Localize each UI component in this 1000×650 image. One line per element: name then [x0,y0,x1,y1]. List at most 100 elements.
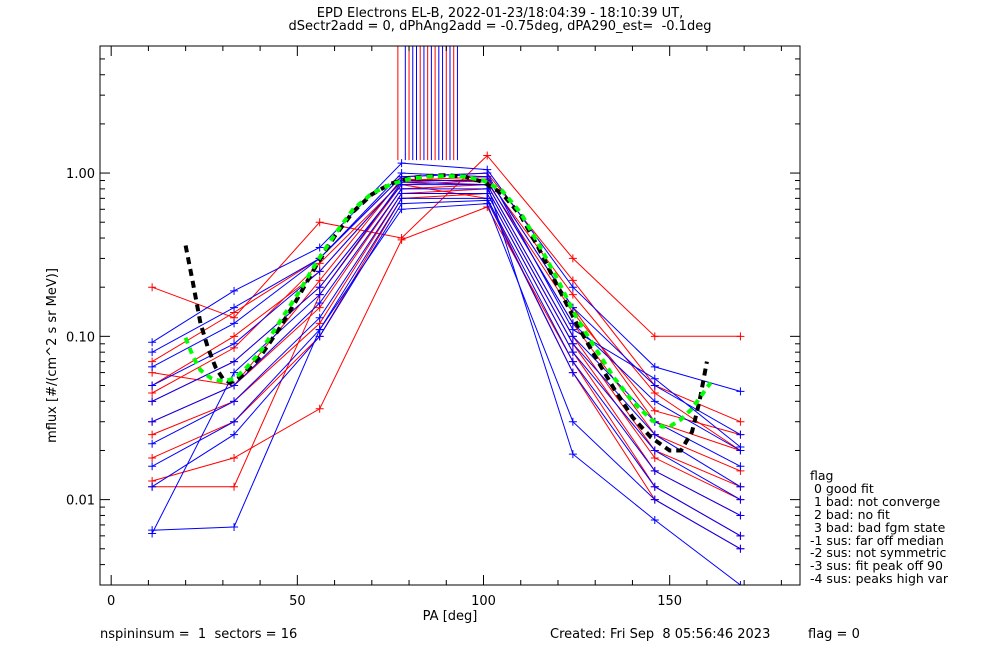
x-axis-label: PA [deg] [423,609,478,624]
series-line [151,188,741,501]
data-point [148,529,157,538]
data-point [230,286,239,295]
data-point [397,159,406,168]
data-point [736,430,745,439]
data-point [315,276,324,285]
data-point [650,430,659,439]
data-point [230,357,239,366]
chart-title-line-2: dSectr2add = 0, dPhAng2add = -0.75deg, d… [288,19,712,34]
plot-frame [99,45,801,586]
data-point [230,303,239,312]
data-point [650,388,659,397]
y-axis-label: mflux [#/(cm^2 s sr MeV)] [45,268,60,443]
data-point [148,397,157,406]
data-point [736,544,745,553]
data-point [736,387,745,396]
data-point [148,348,157,357]
data-point [568,357,577,366]
data-point [230,319,239,328]
chart-title-line-1: EPD Electrons EL-B, 2022-01-23/18:04:39 … [316,6,684,21]
data-point [148,453,157,462]
series-line [151,162,741,392]
data-point [483,151,492,160]
x-tick-label: 50 [289,594,306,609]
series-line [152,203,741,550]
data-point [230,522,239,531]
data-point [315,243,324,252]
data-point [650,406,659,415]
data-point [230,332,239,341]
fit-curve [183,173,713,429]
data-point [230,397,239,406]
legend-item: -4 sus: peaks high var [810,571,949,587]
data-point [650,362,659,371]
legend-item: 1 bad: not converge [810,493,941,509]
data-point [148,417,157,426]
data-point [148,338,157,347]
data-point [736,495,745,504]
data-point [397,235,406,244]
data-point [315,299,324,308]
data-point [230,482,239,491]
data-point [148,381,157,390]
series-line [151,206,741,537]
flag-legend: flag 0 good fit 1 bad: not converge 2 ba… [810,468,949,587]
data-point [230,453,239,462]
data-point [736,581,745,585]
legend-title: flag [810,468,834,483]
data-point [230,430,239,439]
data-point [650,332,659,341]
data-point [148,462,157,471]
data-point [315,218,324,227]
data-point [315,325,324,334]
data-point [736,417,745,426]
data-point [148,430,157,439]
legend-item: 0 good fit [810,480,874,496]
series-line [151,197,741,516]
fit-curve [183,173,709,453]
series-line [151,176,741,451]
data-point [650,466,659,475]
data-point [148,439,157,448]
data-point [315,404,324,413]
data-point [736,531,745,540]
data-point [483,169,492,178]
series-line [152,178,741,436]
legend-item: -3 sus: fit peak off 90 [810,558,943,574]
legend-item: -2 sus: not symmetric [810,545,947,561]
data-point [736,443,745,452]
data-point [568,325,577,334]
data-point [230,368,239,377]
data-point [650,374,659,383]
data-point [230,417,239,426]
data-point [568,332,577,341]
data-point [568,276,577,285]
x-tick-label: 150 [657,594,682,609]
data-point [315,313,324,322]
data-point [230,339,239,348]
series-line [151,192,741,516]
data-point [397,205,406,214]
footer-flag: flag = 0 [808,627,860,642]
data-point [397,172,406,181]
x-tick-label: 0 [107,594,115,609]
series-line [151,199,741,537]
data-point [568,348,577,357]
legend-item: 3 bad: bad fgm state [810,519,946,535]
data-point [650,381,659,390]
series-line [151,181,741,585]
y-tick-label: 1.00 [66,167,95,182]
data-point [650,482,659,491]
series-line [151,154,741,337]
data-point [568,417,577,426]
data-point [148,388,157,397]
series-line [151,184,741,467]
series-line [151,172,741,423]
plot-area [148,46,745,585]
data-point [736,332,745,341]
data-point [315,267,324,276]
data-point [650,453,659,462]
data-point [148,482,157,491]
series-line [151,184,741,488]
data-point [315,290,324,299]
